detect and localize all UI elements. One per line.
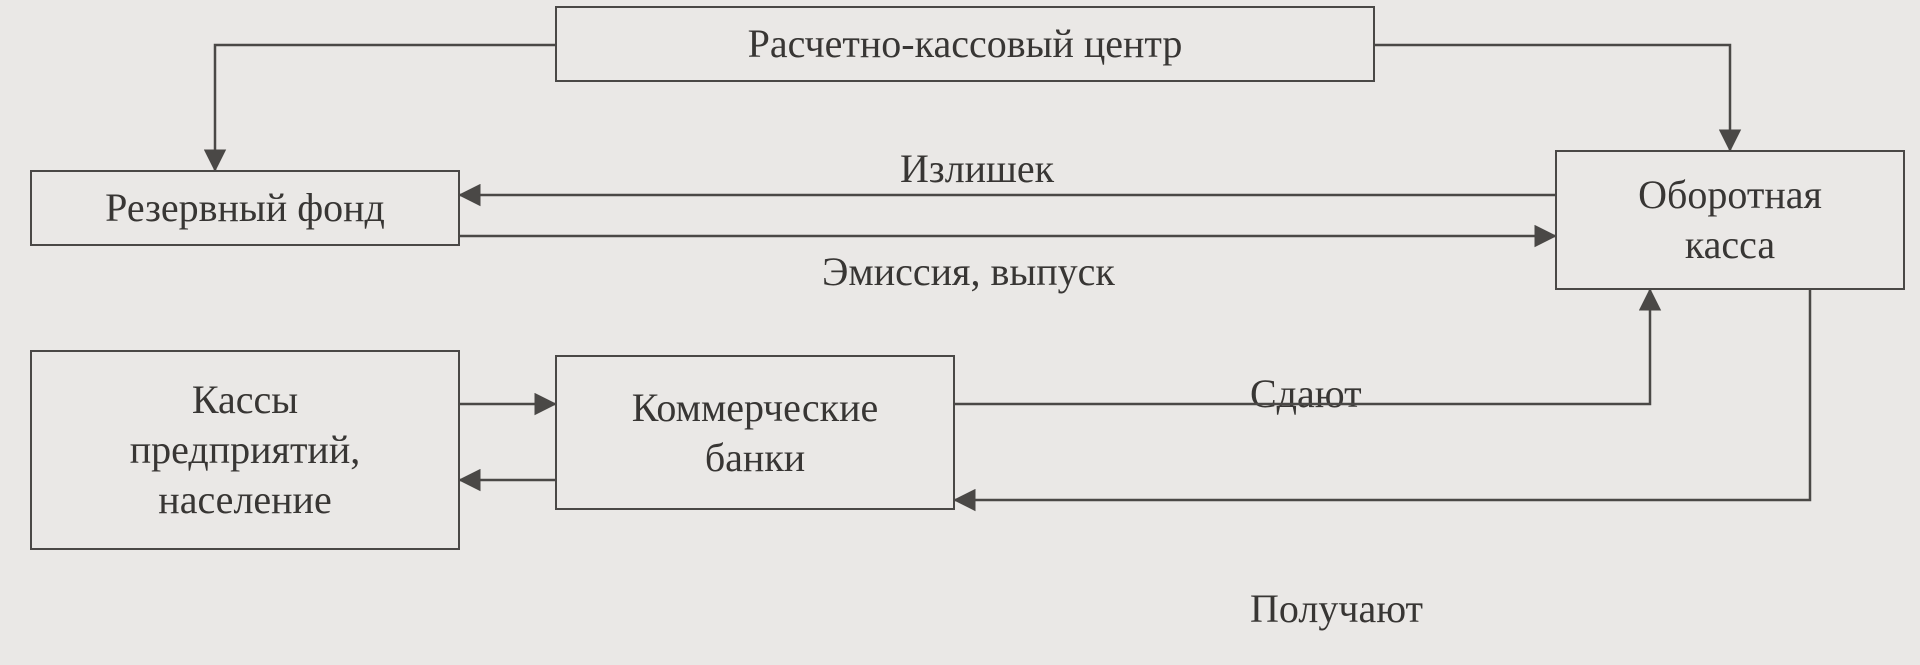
node-reserve: Резервный фонд	[30, 170, 460, 246]
edge-label-receive: Получают	[1250, 585, 1423, 632]
node-oborot: Оборотнаякасса	[1555, 150, 1905, 290]
node-oborot-label: Оборотнаякасса	[1638, 170, 1822, 270]
edge-label-emission: Эмиссия, выпуск	[822, 248, 1115, 295]
node-banks-label: Коммерческиебанки	[632, 383, 879, 483]
node-kassy-label: Кассыпредприятий,население	[130, 375, 361, 525]
node-reserve-label: Резервный фонд	[105, 183, 385, 233]
node-rcc-label: Расчетно-кассовый центр	[748, 19, 1183, 69]
node-banks: Коммерческиебанки	[555, 355, 955, 510]
edge-rcc-to-reserve	[215, 45, 555, 170]
edge-label-deposit: Сдают	[1250, 370, 1362, 417]
edge-oborot-to-banks	[955, 290, 1810, 500]
node-rcc: Расчетно-кассовый центр	[555, 6, 1375, 82]
node-kassy: Кассыпредприятий,население	[30, 350, 460, 550]
edge-rcc-to-oborot	[1375, 45, 1730, 150]
edges-layer	[0, 0, 1920, 665]
edge-label-surplus: Излишек	[900, 145, 1054, 192]
